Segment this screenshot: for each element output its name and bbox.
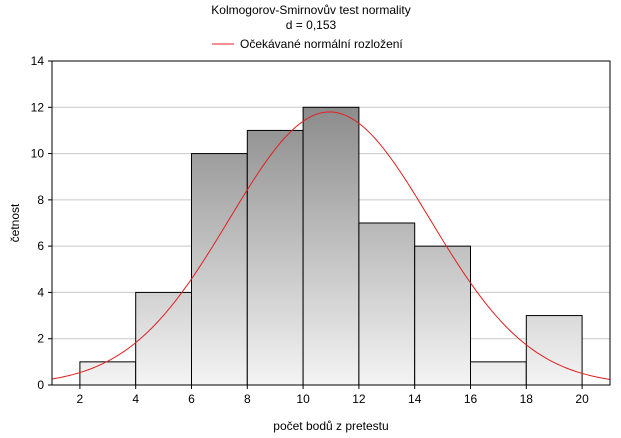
- histogram-bar: [470, 361, 527, 386]
- histogram-bar: [358, 222, 416, 386]
- histogram-bar: [246, 129, 304, 386]
- legend: Očekávané normální rozložení: [212, 37, 403, 51]
- x-tick-label: 20: [575, 392, 589, 406]
- histogram-bar: [191, 153, 248, 386]
- y-tick-label: 4: [37, 285, 44, 299]
- x-tick-label: 16: [464, 392, 478, 406]
- x-tick-label: 4: [132, 392, 139, 406]
- x-tick-label: 10: [296, 392, 310, 406]
- x-tick-label: 2: [77, 392, 84, 406]
- y-tick-label: 6: [37, 239, 44, 253]
- chart-title: Kolmogorov-Smirnovův test normality: [211, 3, 410, 17]
- y-axis-ticks: 0 2 4 6 8 10 12 14: [31, 54, 52, 392]
- x-tick-label: 6: [188, 392, 195, 406]
- x-axis-ticks: 2 4 6 8 10 12 14 16 18 20: [77, 385, 589, 406]
- histogram-bar: [302, 106, 360, 386]
- y-tick-label: 8: [37, 193, 44, 207]
- y-tick-label: 2: [37, 332, 44, 346]
- x-tick-label: 14: [408, 392, 422, 406]
- x-axis-label: počet bodů z pretestu: [273, 419, 388, 433]
- histogram-bar: [79, 361, 137, 386]
- histogram-bar: [135, 291, 192, 386]
- y-tick-label: 14: [31, 54, 45, 68]
- histogram-bar: [525, 315, 583, 386]
- y-axis-label: četnost: [8, 203, 22, 242]
- x-tick-label: 8: [244, 392, 251, 406]
- plot-frame: [51, 60, 611, 386]
- normal-curve-line: [51, 111, 611, 380]
- legend-label: Očekávané normální rozložení: [240, 37, 403, 51]
- y-tick-label: 0: [37, 378, 44, 392]
- y-tick-label: 10: [31, 147, 45, 161]
- x-tick-label: 12: [352, 392, 366, 406]
- chart-subtitle: d = 0,153: [286, 18, 337, 32]
- normal-curve: [51, 111, 611, 380]
- y-tick-label: 12: [31, 100, 45, 114]
- x-tick-label: 18: [520, 392, 534, 406]
- histogram-bar: [414, 245, 472, 386]
